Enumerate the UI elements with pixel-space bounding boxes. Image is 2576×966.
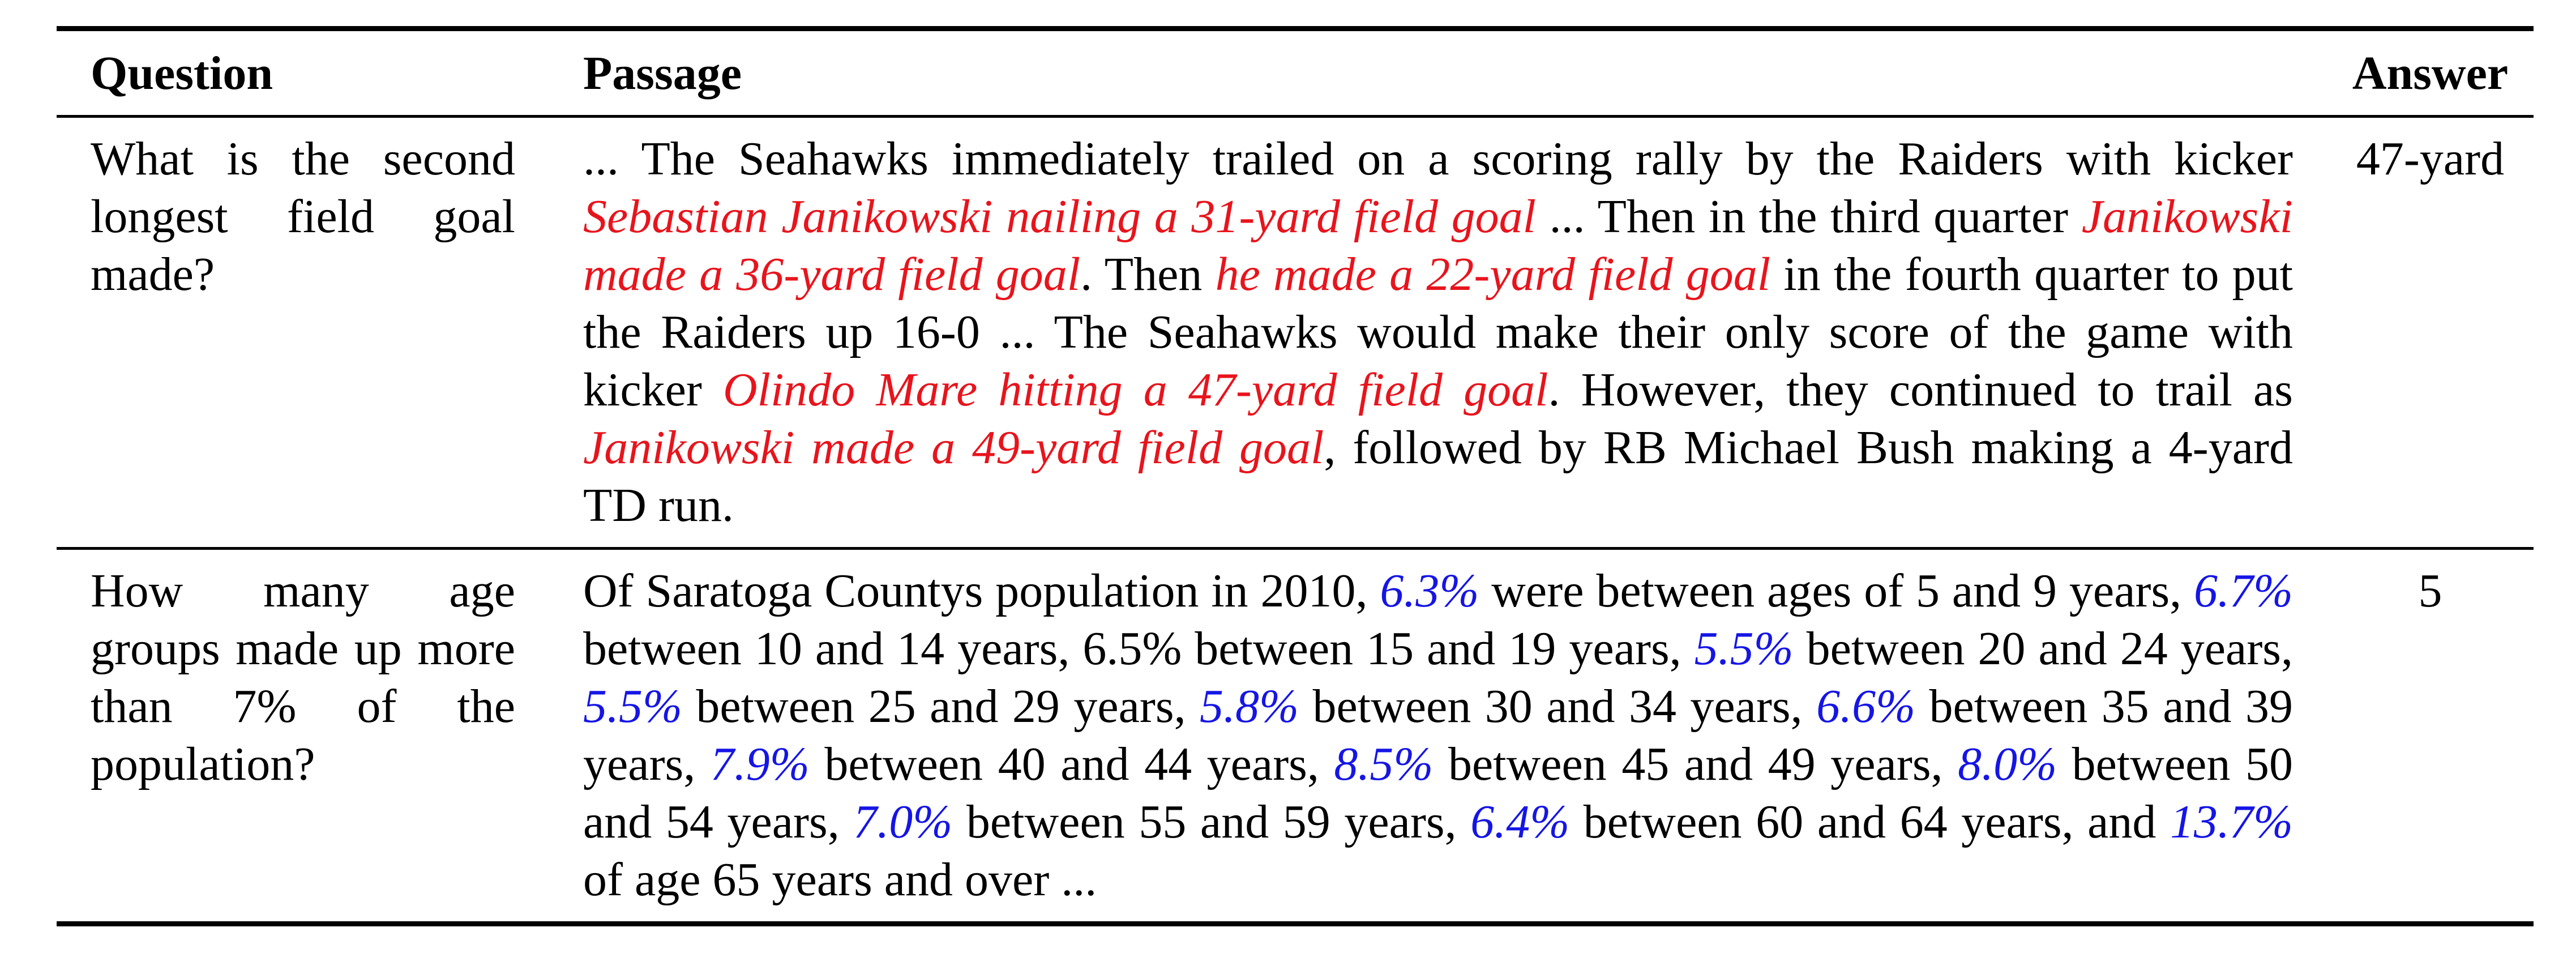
passage-text-span: between 30 and 34 years, xyxy=(1299,680,1817,733)
answer-cell: 5 xyxy=(2418,565,2442,617)
highlighted-number-span: 8.5% xyxy=(1334,738,1434,790)
highlighted-number-span: 8.0% xyxy=(1958,738,2057,790)
highlighted-number-span: 13.7% xyxy=(2170,796,2293,848)
header-answer: Answer xyxy=(2352,47,2509,100)
question-cell: How many age groups made up more than 7%… xyxy=(91,565,515,790)
passage-text-span: . However, they continued to trail as xyxy=(1548,364,2293,416)
answer-cell: 47-yard xyxy=(2356,132,2505,185)
passage-text-span: of age 65 years and over ... xyxy=(583,853,1097,906)
passage-text-span: between 55 and 59 years, xyxy=(952,796,1471,848)
passage-text-span: ... Then in the third quarter xyxy=(1535,190,2082,243)
table-header-row: Question Passage Answer xyxy=(57,28,2534,117)
highlighted-evidence-span: Sebastian Janikowski nailing a 31-yard f… xyxy=(583,190,1536,243)
highlighted-evidence-span: Janikowski made a 36-yard field goal xyxy=(583,190,2293,301)
question-cell: What is the second longest field goal ma… xyxy=(91,132,515,301)
passage-text-span: in the fourth quarter to put the Raiders… xyxy=(583,248,2293,416)
examples-table: Question Passage Answer What is the seco… xyxy=(57,26,2534,926)
passage-text-span: between 10 and 14 years, 6.5% between 15… xyxy=(583,622,1694,675)
passage-text-span: . Then xyxy=(1080,248,1216,301)
highlighted-number-span: 7.9% xyxy=(710,738,810,790)
highlighted-number-span: 5.5% xyxy=(1694,622,1794,675)
highlighted-evidence-span: he made a 22-yard field goal xyxy=(1215,248,1771,301)
highlighted-number-span: 5.8% xyxy=(1200,680,1299,733)
passage-text-span: ... The Seahawks immediately trailed on … xyxy=(583,132,2293,185)
passage-text-span: between 20 and 24 years, xyxy=(1793,622,2293,675)
highlighted-number-span: 6.6% xyxy=(1816,680,1916,733)
highlighted-number-span: 6.3% xyxy=(1380,565,1479,617)
passage-text-span: between 25 and 29 years, xyxy=(682,680,1200,733)
passage-text-span: between 60 and 64 years, and xyxy=(1569,796,2171,848)
highlighted-evidence-span: Janikowski made a 49-yard field goal xyxy=(583,421,1324,474)
passage-text-span: between 45 and 49 years, xyxy=(1433,738,1958,790)
highlighted-number-span: 6.7% xyxy=(2194,565,2293,617)
passage-text-span: Of Saratoga Countys population in 2010, xyxy=(583,565,1380,617)
highlighted-number-span: 5.5% xyxy=(583,680,682,733)
header-question: Question xyxy=(91,47,273,100)
passage-text-span: between 40 and 44 years, xyxy=(809,738,1334,790)
examples-table-container: Question Passage Answer What is the seco… xyxy=(57,26,2534,926)
highlighted-number-span: 7.0% xyxy=(853,796,953,848)
passage-cell: ... The Seahawks immediately trailed on … xyxy=(549,117,2327,549)
table-row: What is the second longest field goal ma… xyxy=(57,117,2534,549)
passage-text-span: between 50 and 54 years, xyxy=(583,738,2293,848)
passage-text-span: between 35 and 39 years, xyxy=(583,680,2293,790)
passage-cell: Of Saratoga Countys population in 2010, … xyxy=(549,549,2327,924)
highlighted-evidence-span: Olindo Mare hitting a 47-yard field goal xyxy=(722,364,1548,416)
table-row: How many age groups made up more than 7%… xyxy=(57,549,2534,924)
header-passage: Passage xyxy=(583,47,742,100)
passage-text-span: , followed by RB Michael Bush making a 4… xyxy=(583,421,2293,532)
highlighted-number-span: 6.4% xyxy=(1470,796,1570,848)
passage-text-span: were between ages of 5 and 9 years, xyxy=(1479,565,2194,617)
